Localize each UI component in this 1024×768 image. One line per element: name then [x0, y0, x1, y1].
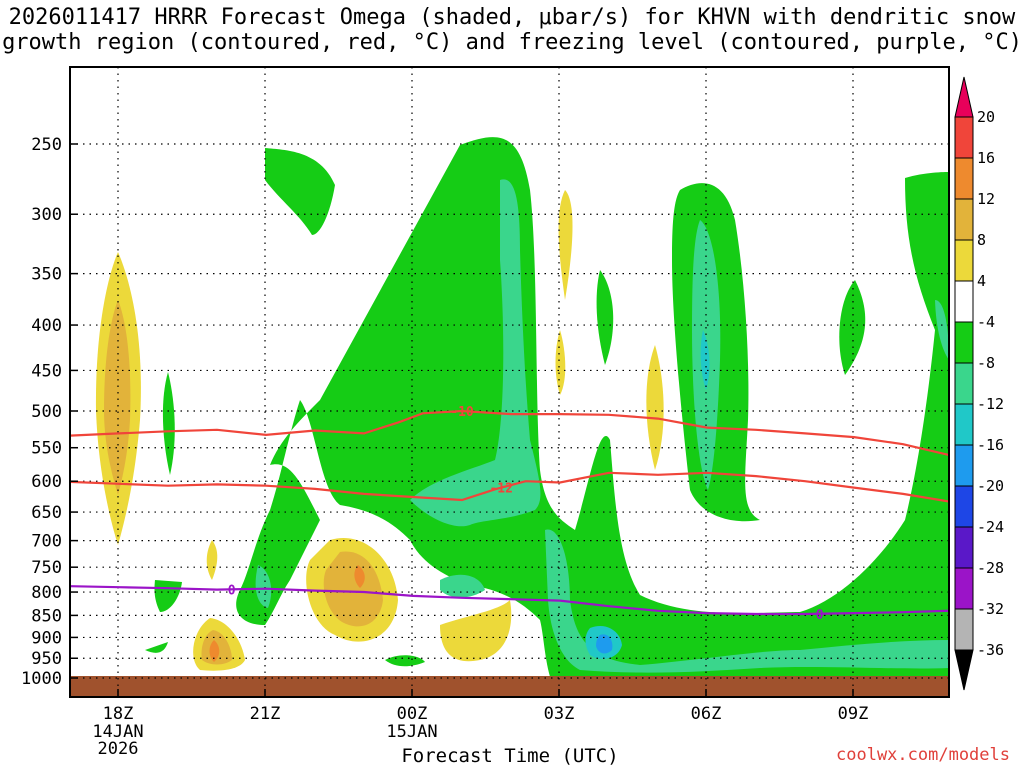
colorbar-swatch	[954, 280, 974, 323]
contour-line--10	[70, 409, 949, 457]
y-tick-label: 950	[31, 649, 62, 669]
y-tick-label: 500	[31, 402, 62, 422]
colorbar-level-label: -28	[977, 559, 1004, 577]
contour-line-0	[70, 585, 949, 616]
colorbar-swatch	[954, 321, 974, 364]
y-tick-label: 1000	[21, 669, 62, 689]
chart-title-line-2: growth region (contoured, red, °C) and f…	[2, 30, 1022, 55]
y-tick-label: 550	[31, 439, 62, 459]
colorbar-swatch	[954, 444, 974, 487]
y-tick-label: 600	[31, 472, 62, 492]
contour-label: -12	[489, 482, 512, 497]
y-tick-label: 300	[31, 205, 62, 225]
omega-positive-area	[104, 300, 131, 495]
omega-positive-area	[440, 600, 512, 662]
x-axis-label: Forecast Time (UTC)	[401, 745, 619, 767]
omega-negative-area	[385, 655, 425, 667]
x-tick-label: 00Z	[397, 704, 428, 724]
colorbar-swatch	[954, 157, 974, 200]
gridlines	[70, 67, 949, 697]
surface-ground	[70, 676, 949, 697]
colorbar-swatch	[954, 526, 974, 569]
colorbar-level-label: -16	[977, 436, 1004, 454]
x-tick-label: 03Z	[544, 704, 575, 724]
colorbar-swatch	[954, 608, 974, 651]
chart-title-line-1: 2026011417 HRRR Forecast Omega (shaded, …	[8, 5, 1016, 30]
colorbar-swatch	[954, 198, 974, 241]
colorbar-swatch	[954, 362, 974, 405]
y-tick-label: 700	[31, 532, 62, 552]
colorbar-level-label: -4	[977, 313, 995, 331]
omega-positive-area	[555, 330, 566, 395]
colorbar-swatch	[954, 403, 974, 446]
omega-negative-area	[255, 565, 272, 608]
colorbar-level-label: -20	[977, 477, 1004, 495]
colorbar-swatch	[954, 116, 974, 159]
omega-negative-area	[410, 179, 541, 527]
colorbar-level-label: 16	[977, 149, 995, 167]
colorbar-level-label: 4	[977, 272, 986, 290]
omega-positive-area	[646, 345, 664, 470]
colorbar-swatch	[954, 567, 974, 610]
colorbar-level-label: 12	[977, 190, 995, 208]
y-tick-label: 850	[31, 606, 62, 626]
colorbar: 20 16 12 8 4 -4 -8 -12 -16 -20 -24 -28 -32 -36	[954, 76, 1004, 691]
y-tick-label: 650	[31, 503, 62, 523]
omega-positive-area	[558, 190, 573, 300]
contour-label: 0	[816, 608, 824, 623]
colorbar-bottom-arrow	[954, 649, 974, 691]
y-tick-label: 350	[31, 265, 62, 285]
omega-positive-area	[206, 540, 218, 580]
colorbar-level-label: -12	[977, 395, 1004, 413]
colorbar-level-label: -32	[977, 600, 1004, 618]
omega-negative-area	[596, 634, 613, 654]
omega-negative-area	[236, 137, 949, 697]
omega-negative-area	[265, 148, 335, 235]
omega-negative-area	[935, 300, 949, 360]
x-tick-date-label: 14JAN	[92, 722, 143, 742]
omega-negative-area	[154, 580, 182, 612]
omega-negative-area	[145, 642, 168, 653]
y-tick-label: 900	[31, 628, 62, 648]
omega-negative-area	[162, 372, 175, 475]
contour-lines: -10 -12 0 0	[70, 405, 949, 623]
omega-negative-area	[839, 280, 866, 375]
omega-negative-area	[700, 330, 710, 390]
y-tick-label: 450	[31, 361, 62, 381]
y-axis: 2503003504004505005506006507007508008509…	[21, 135, 78, 689]
omega-positive-area	[323, 551, 383, 627]
plot-frame	[69, 66, 950, 698]
colorbar-level-label: 8	[977, 231, 986, 249]
x-tick-label: 09Z	[838, 704, 869, 724]
colorbar-level-label: -24	[977, 518, 1004, 536]
contour-label: -10	[450, 405, 474, 420]
omega-positive-area	[354, 565, 365, 588]
omega-positive-area	[209, 640, 220, 662]
x-tick-label: 06Z	[691, 704, 722, 724]
y-tick-label: 400	[31, 316, 62, 336]
colorbar-swatch	[954, 485, 974, 528]
x-tick-date-label: 15JAN	[386, 722, 437, 742]
y-tick-label: 750	[31, 558, 62, 578]
colorbar-swatch	[954, 239, 974, 282]
contour-label: 0	[228, 583, 236, 598]
x-tick-label: 21Z	[250, 704, 281, 724]
colorbar-top-arrow	[954, 76, 974, 118]
colorbar-level-label: -8	[977, 354, 995, 372]
colorbar-level-label: -36	[977, 641, 1004, 659]
contour-line--12	[70, 471, 949, 503]
colorbar-level-label: 20	[977, 108, 995, 126]
y-tick-label: 250	[31, 135, 62, 155]
omega-negative-area	[596, 270, 614, 365]
x-tick-date-label: 2026	[98, 739, 139, 759]
credit-link[interactable]: coolwx.com/models	[836, 745, 1010, 765]
y-tick-label: 800	[31, 583, 62, 603]
x-tick-label: 18Z	[103, 704, 134, 724]
